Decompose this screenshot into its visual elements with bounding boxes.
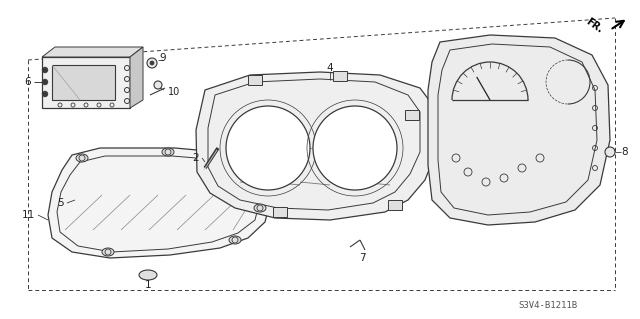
Polygon shape bbox=[428, 35, 610, 225]
Text: 7: 7 bbox=[358, 253, 365, 263]
Text: FR.: FR. bbox=[584, 17, 604, 35]
Polygon shape bbox=[388, 200, 402, 210]
Polygon shape bbox=[196, 72, 435, 220]
Text: S3V4-B1211B: S3V4-B1211B bbox=[518, 300, 577, 309]
Text: 4: 4 bbox=[326, 63, 333, 73]
Circle shape bbox=[147, 58, 157, 68]
Text: 9: 9 bbox=[160, 53, 166, 63]
Text: 11: 11 bbox=[21, 210, 35, 220]
Polygon shape bbox=[248, 75, 262, 85]
Polygon shape bbox=[48, 148, 272, 258]
Circle shape bbox=[42, 91, 48, 97]
Text: 10: 10 bbox=[168, 87, 180, 97]
Ellipse shape bbox=[76, 154, 88, 162]
Text: 2: 2 bbox=[193, 153, 199, 163]
Ellipse shape bbox=[139, 270, 157, 280]
Polygon shape bbox=[42, 57, 130, 108]
Ellipse shape bbox=[254, 204, 266, 212]
Circle shape bbox=[150, 61, 154, 65]
Ellipse shape bbox=[162, 148, 174, 156]
Polygon shape bbox=[405, 110, 419, 120]
Circle shape bbox=[154, 81, 162, 89]
Circle shape bbox=[605, 147, 615, 157]
Polygon shape bbox=[52, 65, 115, 100]
Circle shape bbox=[313, 106, 397, 190]
Circle shape bbox=[42, 67, 48, 73]
Text: 8: 8 bbox=[621, 147, 628, 157]
Ellipse shape bbox=[229, 236, 241, 244]
Polygon shape bbox=[273, 207, 287, 217]
Circle shape bbox=[42, 79, 48, 85]
Text: 6: 6 bbox=[25, 77, 31, 87]
Circle shape bbox=[226, 106, 310, 190]
Text: 1: 1 bbox=[145, 280, 151, 290]
Ellipse shape bbox=[102, 248, 114, 256]
Ellipse shape bbox=[242, 164, 254, 172]
Polygon shape bbox=[42, 47, 143, 57]
Text: 5: 5 bbox=[57, 198, 63, 208]
Polygon shape bbox=[130, 47, 143, 108]
Polygon shape bbox=[333, 71, 347, 81]
